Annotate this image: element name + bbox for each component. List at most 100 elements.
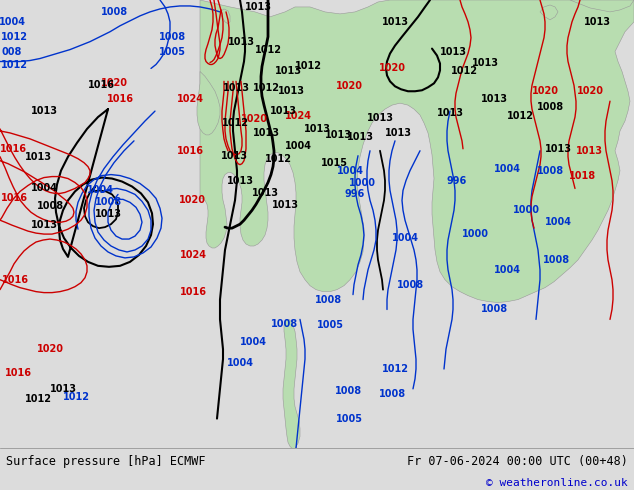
Text: 1013: 1013 bbox=[366, 113, 394, 123]
Text: 1013: 1013 bbox=[304, 124, 330, 134]
Text: 1005: 1005 bbox=[335, 414, 363, 423]
Text: 1020: 1020 bbox=[101, 78, 127, 88]
Text: 1013: 1013 bbox=[223, 83, 250, 93]
Text: 1013: 1013 bbox=[245, 2, 271, 12]
Text: 1012: 1012 bbox=[295, 61, 321, 72]
Text: 1004: 1004 bbox=[493, 265, 521, 275]
Text: 1012: 1012 bbox=[252, 83, 280, 93]
Text: 1020: 1020 bbox=[179, 196, 205, 205]
Text: 1012: 1012 bbox=[63, 392, 89, 402]
Text: Fr 07-06-2024 00:00 UTC (00+48): Fr 07-06-2024 00:00 UTC (00+48) bbox=[407, 455, 628, 468]
Text: 1008: 1008 bbox=[543, 255, 571, 265]
Text: 1004: 1004 bbox=[392, 233, 418, 243]
Text: 1004: 1004 bbox=[493, 164, 521, 173]
Text: 008: 008 bbox=[2, 47, 22, 56]
Text: Surface pressure [hPa] ECMWF: Surface pressure [hPa] ECMWF bbox=[6, 455, 206, 468]
Text: 1000: 1000 bbox=[512, 205, 540, 215]
Text: 1013: 1013 bbox=[384, 128, 411, 138]
Polygon shape bbox=[200, 0, 634, 302]
Text: 1020: 1020 bbox=[576, 86, 604, 96]
Text: 1013: 1013 bbox=[221, 151, 247, 161]
Text: 1016: 1016 bbox=[1, 275, 29, 285]
Text: 1016: 1016 bbox=[107, 94, 134, 104]
Text: 1012: 1012 bbox=[221, 118, 249, 128]
Text: 996: 996 bbox=[345, 190, 365, 199]
Text: 1016: 1016 bbox=[4, 368, 32, 378]
Text: 1012: 1012 bbox=[382, 364, 408, 374]
Polygon shape bbox=[540, 5, 558, 20]
Text: © weatheronline.co.uk: © weatheronline.co.uk bbox=[486, 477, 628, 488]
Text: 1008: 1008 bbox=[536, 166, 564, 175]
Text: 1013: 1013 bbox=[252, 128, 280, 138]
Text: 1005: 1005 bbox=[316, 320, 344, 330]
Text: 1013: 1013 bbox=[436, 108, 463, 118]
Text: 1012: 1012 bbox=[1, 32, 27, 42]
Text: 1013: 1013 bbox=[252, 189, 278, 198]
Text: 1015: 1015 bbox=[321, 158, 347, 168]
Text: 1013: 1013 bbox=[30, 220, 58, 230]
Text: 1008: 1008 bbox=[94, 197, 122, 207]
Text: 1013: 1013 bbox=[49, 384, 77, 394]
Text: 1013: 1013 bbox=[94, 209, 122, 219]
Text: 1013: 1013 bbox=[275, 67, 302, 76]
Polygon shape bbox=[197, 72, 220, 135]
Text: 1012: 1012 bbox=[451, 67, 477, 76]
Text: 1008: 1008 bbox=[158, 32, 186, 42]
Text: 1020: 1020 bbox=[335, 81, 363, 91]
Text: 1004: 1004 bbox=[30, 183, 58, 194]
Text: 1020: 1020 bbox=[37, 344, 63, 354]
Text: 1012: 1012 bbox=[507, 111, 533, 121]
Text: 1013: 1013 bbox=[226, 175, 254, 186]
Text: 1008: 1008 bbox=[396, 280, 424, 290]
Text: 1004: 1004 bbox=[337, 166, 363, 175]
Text: 1008: 1008 bbox=[379, 389, 406, 399]
Text: 1008: 1008 bbox=[335, 386, 361, 396]
Text: 1012: 1012 bbox=[25, 394, 51, 404]
Text: 1016: 1016 bbox=[176, 146, 204, 156]
Text: 1012: 1012 bbox=[264, 154, 292, 164]
Text: 1013: 1013 bbox=[583, 17, 611, 27]
Polygon shape bbox=[283, 319, 300, 448]
Text: 1008: 1008 bbox=[316, 294, 342, 305]
Text: 1013: 1013 bbox=[481, 94, 507, 104]
Text: 1013: 1013 bbox=[325, 130, 351, 140]
Text: 1013: 1013 bbox=[278, 86, 304, 96]
Text: 1024: 1024 bbox=[179, 250, 207, 260]
Text: 1008: 1008 bbox=[271, 319, 299, 329]
Text: 1000: 1000 bbox=[462, 229, 489, 239]
Text: 1013: 1013 bbox=[545, 144, 571, 154]
Text: 1020: 1020 bbox=[531, 86, 559, 96]
Text: 1016: 1016 bbox=[1, 194, 27, 203]
Text: 1013: 1013 bbox=[269, 106, 297, 116]
Text: 1004: 1004 bbox=[240, 337, 266, 347]
Text: 1013: 1013 bbox=[347, 132, 373, 142]
Text: 1008: 1008 bbox=[36, 201, 63, 211]
Text: 1013: 1013 bbox=[472, 58, 498, 69]
Text: 1005: 1005 bbox=[158, 47, 186, 56]
Polygon shape bbox=[220, 9, 230, 24]
Text: 1008: 1008 bbox=[481, 304, 508, 315]
Text: 1016: 1016 bbox=[179, 287, 207, 296]
Text: 1020: 1020 bbox=[378, 63, 406, 74]
Text: 1012: 1012 bbox=[254, 45, 281, 54]
Text: 1016: 1016 bbox=[87, 80, 115, 90]
Text: 1016: 1016 bbox=[0, 144, 27, 154]
Polygon shape bbox=[570, 0, 634, 12]
Text: 1024: 1024 bbox=[285, 111, 311, 121]
Text: 996: 996 bbox=[447, 175, 467, 186]
Text: 1024: 1024 bbox=[176, 94, 204, 104]
Text: 1013: 1013 bbox=[228, 37, 254, 47]
Text: 1018: 1018 bbox=[569, 171, 597, 181]
Text: 1004: 1004 bbox=[86, 185, 113, 196]
Text: 1013: 1013 bbox=[576, 146, 602, 156]
Text: 1013: 1013 bbox=[271, 200, 299, 210]
Text: 1004: 1004 bbox=[285, 141, 311, 151]
Text: 1004: 1004 bbox=[545, 217, 571, 227]
Text: 1013: 1013 bbox=[30, 106, 58, 116]
Text: 1000: 1000 bbox=[349, 177, 375, 188]
Text: 1008: 1008 bbox=[101, 7, 129, 17]
Text: 1013: 1013 bbox=[382, 17, 408, 27]
Text: 1013: 1013 bbox=[25, 152, 51, 162]
Text: 1008: 1008 bbox=[536, 102, 564, 112]
Text: 1004: 1004 bbox=[226, 358, 254, 368]
